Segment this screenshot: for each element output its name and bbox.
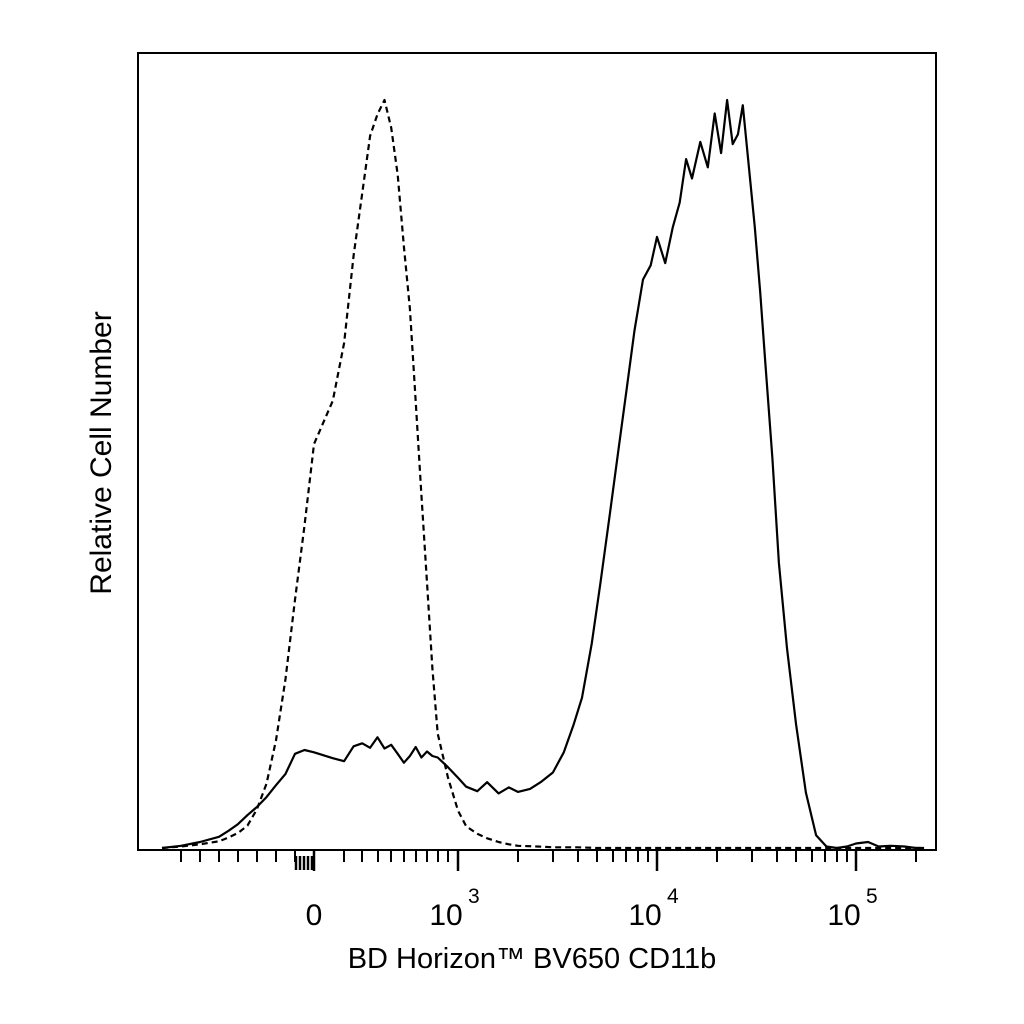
- x-tick-label-exponent: 4: [667, 885, 679, 908]
- plot-frame: [137, 52, 937, 851]
- x-axis-ticks: [180, 850, 917, 871]
- x-tick-label-exponent: 3: [468, 885, 480, 908]
- y-axis-label: Relative Cell Number: [85, 311, 118, 594]
- histogram-series: [161, 98, 925, 850]
- control-series-dashed: [161, 98, 925, 850]
- x-axis-label: BD Horizon™ BV650 CD11b: [348, 943, 717, 975]
- x-tick-label-exponent: 5: [866, 885, 878, 908]
- x-axis-tick-labels: 0 10 3 10 4 10 5: [306, 885, 878, 932]
- x-tick-label: 10: [429, 899, 462, 932]
- x-tick-label: 10: [827, 899, 860, 932]
- x-tick-label: 10: [628, 899, 661, 932]
- x-tick-label: 0: [306, 899, 323, 932]
- stained-series-solid: [161, 98, 925, 850]
